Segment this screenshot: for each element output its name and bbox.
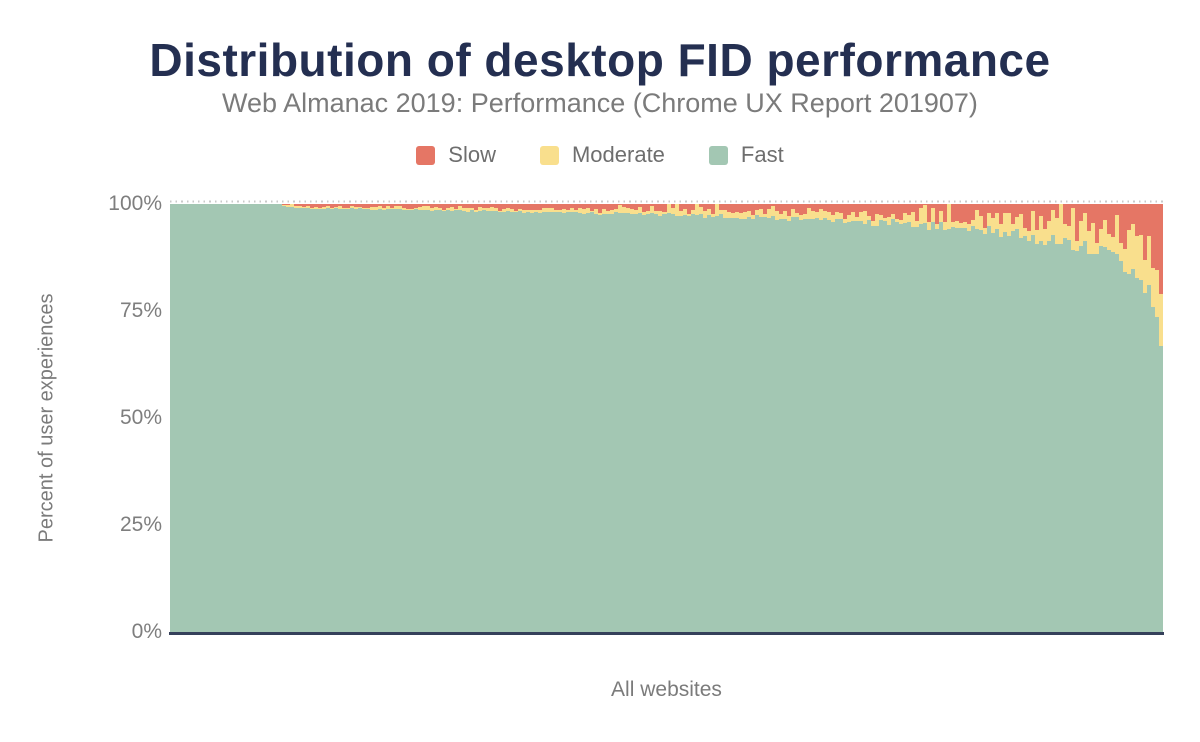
legend-item-fast[interactable]: Fast <box>708 142 784 168</box>
y-tick-label: 0% <box>131 620 162 643</box>
stacked-bars <box>170 204 1163 632</box>
slow-swatch-icon <box>416 145 436 165</box>
moderate-swatch-icon <box>539 145 559 165</box>
legend-label-slow: Slow <box>448 142 496 167</box>
legend-label-moderate: Moderate <box>571 142 665 167</box>
chart-subtitle: Web Almanac 2019: Performance (Chrome UX… <box>222 88 978 118</box>
chart-title: Distribution of desktop FID performance <box>149 34 1051 86</box>
y-tick-label: 50% <box>119 406 162 429</box>
legend-item-moderate[interactable]: Moderate <box>539 142 665 168</box>
legend-item-slow[interactable]: Slow <box>416 142 496 168</box>
legend-label-fast: Fast <box>740 142 784 167</box>
fast-swatch-icon <box>708 145 728 165</box>
y-tick-label: 100% <box>108 192 162 215</box>
legend: Slow Moderate Fast <box>0 142 1200 168</box>
x-axis-label: All websites <box>611 678 722 701</box>
y-tick-label: 25% <box>119 513 162 536</box>
y-tick-label: 75% <box>119 299 162 322</box>
